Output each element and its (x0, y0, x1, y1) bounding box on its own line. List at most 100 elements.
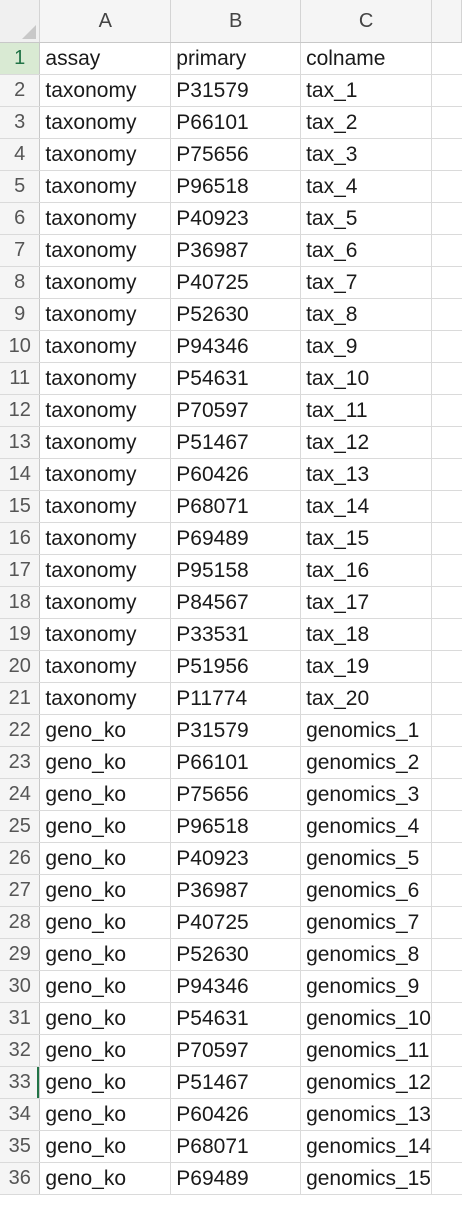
cell-d[interactable] (431, 810, 462, 843)
cell-d[interactable] (431, 330, 462, 363)
cell-c[interactable]: genomics_1 (300, 714, 433, 747)
cell-d[interactable] (431, 106, 462, 139)
cell-b[interactable]: P40725 (170, 906, 302, 939)
row-header[interactable]: 36 (0, 1162, 41, 1195)
cell-a[interactable]: geno_ko (39, 874, 172, 907)
cell-d[interactable] (431, 554, 462, 587)
cell-b[interactable]: P51956 (170, 650, 302, 683)
cell-c[interactable]: genomics_12 (300, 1066, 433, 1099)
column-header-c[interactable]: C (300, 0, 433, 43)
row-header[interactable]: 2 (0, 74, 41, 107)
column-header-d[interactable] (431, 0, 462, 43)
cell-a[interactable]: taxonomy (39, 490, 172, 523)
row-header[interactable]: 27 (0, 874, 41, 907)
cell-d[interactable] (431, 138, 462, 171)
cell-c[interactable]: tax_20 (300, 682, 433, 715)
cell-a[interactable]: geno_ko (39, 906, 172, 939)
cell-b[interactable]: P54631 (170, 1002, 302, 1035)
cell-b[interactable]: P68071 (170, 490, 302, 523)
cell-c[interactable]: tax_15 (300, 522, 433, 555)
cell-c[interactable]: tax_8 (300, 298, 433, 331)
row-header[interactable]: 1 (0, 42, 41, 75)
cell-b[interactable]: P40725 (170, 266, 302, 299)
cell-b[interactable]: P60426 (170, 458, 302, 491)
cell-b[interactable]: P75656 (170, 138, 302, 171)
cell-d[interactable] (431, 1098, 462, 1131)
cell-a[interactable]: geno_ko (39, 714, 172, 747)
cell-d[interactable] (431, 394, 462, 427)
cell-a[interactable]: taxonomy (39, 298, 172, 331)
row-header[interactable]: 11 (0, 362, 41, 395)
row-header[interactable]: 32 (0, 1034, 41, 1067)
cell-c[interactable]: tax_16 (300, 554, 433, 587)
cell-a[interactable]: taxonomy (39, 74, 172, 107)
cell-d[interactable] (431, 522, 462, 555)
cell-d[interactable] (431, 714, 462, 747)
cell-c[interactable]: genomics_13 (300, 1098, 433, 1131)
cell-a[interactable]: taxonomy (39, 618, 172, 651)
cell-a[interactable]: assay (39, 42, 172, 75)
row-header[interactable]: 24 (0, 778, 41, 811)
cell-a[interactable]: taxonomy (39, 554, 172, 587)
cell-a[interactable]: taxonomy (39, 682, 172, 715)
cell-d[interactable] (431, 1066, 462, 1099)
cell-b[interactable]: P51467 (170, 426, 302, 459)
cell-d[interactable] (431, 1034, 462, 1067)
cell-a[interactable]: geno_ko (39, 810, 172, 843)
cell-a[interactable]: geno_ko (39, 1098, 172, 1131)
cell-d[interactable] (431, 170, 462, 203)
column-header-b[interactable]: B (170, 0, 302, 43)
cell-a[interactable]: taxonomy (39, 202, 172, 235)
cell-d[interactable] (431, 1002, 462, 1035)
row-header[interactable]: 6 (0, 202, 41, 235)
cell-b[interactable]: P70597 (170, 1034, 302, 1067)
cell-d[interactable] (431, 1130, 462, 1163)
cell-c[interactable]: genomics_9 (300, 970, 433, 1003)
cell-b[interactable]: P70597 (170, 394, 302, 427)
row-header[interactable]: 22 (0, 714, 41, 747)
cell-a[interactable]: geno_ko (39, 1002, 172, 1035)
cell-c[interactable]: genomics_8 (300, 938, 433, 971)
cell-d[interactable] (431, 426, 462, 459)
row-header[interactable]: 21 (0, 682, 41, 715)
cell-d[interactable] (431, 234, 462, 267)
cell-b[interactable]: P60426 (170, 1098, 302, 1131)
cell-c[interactable]: genomics_15 (300, 1162, 433, 1195)
row-header[interactable]: 10 (0, 330, 41, 363)
cell-a[interactable]: geno_ko (39, 1162, 172, 1195)
cell-d[interactable] (431, 74, 462, 107)
cell-d[interactable] (431, 298, 462, 331)
cell-c[interactable]: genomics_10 (300, 1002, 433, 1035)
cell-a[interactable]: taxonomy (39, 234, 172, 267)
cell-b[interactable]: P36987 (170, 234, 302, 267)
row-header[interactable]: 17 (0, 554, 41, 587)
cell-c[interactable]: genomics_3 (300, 778, 433, 811)
cell-b[interactable]: P54631 (170, 362, 302, 395)
cell-d[interactable] (431, 682, 462, 715)
cell-b[interactable]: P66101 (170, 106, 302, 139)
cell-b[interactable]: P11774 (170, 682, 302, 715)
cell-b[interactable]: P84567 (170, 586, 302, 619)
cell-c[interactable]: tax_11 (300, 394, 433, 427)
cell-d[interactable] (431, 202, 462, 235)
cell-c[interactable]: tax_19 (300, 650, 433, 683)
cell-b[interactable]: P33531 (170, 618, 302, 651)
cell-d[interactable] (431, 42, 462, 75)
cell-c[interactable]: genomics_6 (300, 874, 433, 907)
cell-a[interactable]: taxonomy (39, 266, 172, 299)
row-header[interactable]: 33 (0, 1066, 41, 1099)
cell-c[interactable]: tax_2 (300, 106, 433, 139)
cell-d[interactable] (431, 362, 462, 395)
row-header[interactable]: 31 (0, 1002, 41, 1035)
row-header[interactable]: 16 (0, 522, 41, 555)
cell-b[interactable]: P31579 (170, 74, 302, 107)
row-header[interactable]: 13 (0, 426, 41, 459)
cell-a[interactable]: geno_ko (39, 1130, 172, 1163)
cell-a[interactable]: taxonomy (39, 586, 172, 619)
cell-a[interactable]: taxonomy (39, 362, 172, 395)
cell-b[interactable]: P31579 (170, 714, 302, 747)
row-header[interactable]: 12 (0, 394, 41, 427)
cell-b[interactable]: P40923 (170, 202, 302, 235)
row-header[interactable]: 14 (0, 458, 41, 491)
cell-c[interactable]: tax_9 (300, 330, 433, 363)
